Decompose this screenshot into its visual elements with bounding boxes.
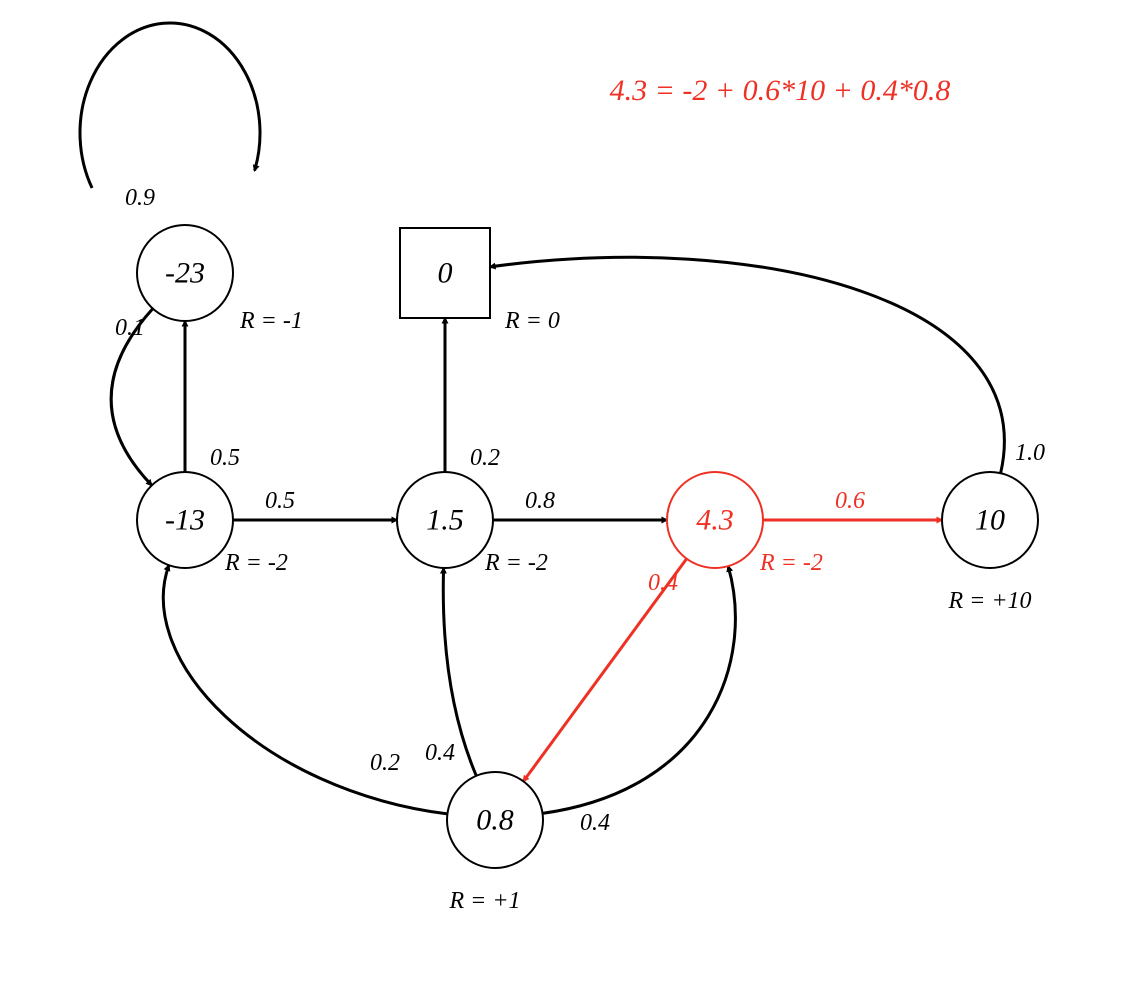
edge-label: 0.2 <box>470 445 500 471</box>
node-label: 10 <box>975 504 1005 537</box>
edge-e_10_0 <box>490 257 1004 473</box>
edge-label: 0.5 <box>210 445 240 471</box>
edge-label: 0.2 <box>370 750 400 776</box>
node-label: -23 <box>165 257 205 290</box>
edge-e_08_13 <box>163 565 447 814</box>
edge-label: 0.9 <box>125 185 155 211</box>
node-label: 4.3 <box>696 504 734 537</box>
reward-label: R = 0 <box>504 308 560 334</box>
reward-label: R = -2 <box>759 550 823 576</box>
reward-label: R = -1 <box>239 308 303 334</box>
edge-label: 0.8 <box>525 488 555 514</box>
node-label: 1.5 <box>426 504 464 537</box>
edge-label: 0.6 <box>835 488 865 514</box>
node-label: -13 <box>165 504 205 537</box>
edge-label: 0.4 <box>425 740 455 766</box>
reward-label: R = +1 <box>448 888 520 914</box>
edge-label: 0.4 <box>648 570 678 596</box>
edge-label: 1.0 <box>1015 440 1045 466</box>
edge-label: 0.5 <box>265 488 295 514</box>
edge-label: 0.4 <box>580 810 610 836</box>
edge-e_08_43 <box>543 566 736 813</box>
reward-label: R = +10 <box>947 588 1031 614</box>
equation-title: 4.3 = -2 + 0.6*10 + 0.4*0.8 <box>610 74 951 107</box>
reward-label: R = -2 <box>484 550 548 576</box>
edge-e_self23 <box>80 23 260 188</box>
node-label: 0.8 <box>476 804 514 837</box>
state-diagram: 0.9 0.1 0.5 0.5 0.2 0.8 0.6 0.4 1.0 0.2 0.4 0.4 -23 R… <box>0 0 1132 992</box>
node-label: 0 <box>438 257 453 290</box>
edge-label: 0.1 <box>115 315 145 341</box>
reward-label: R = -2 <box>224 550 288 576</box>
